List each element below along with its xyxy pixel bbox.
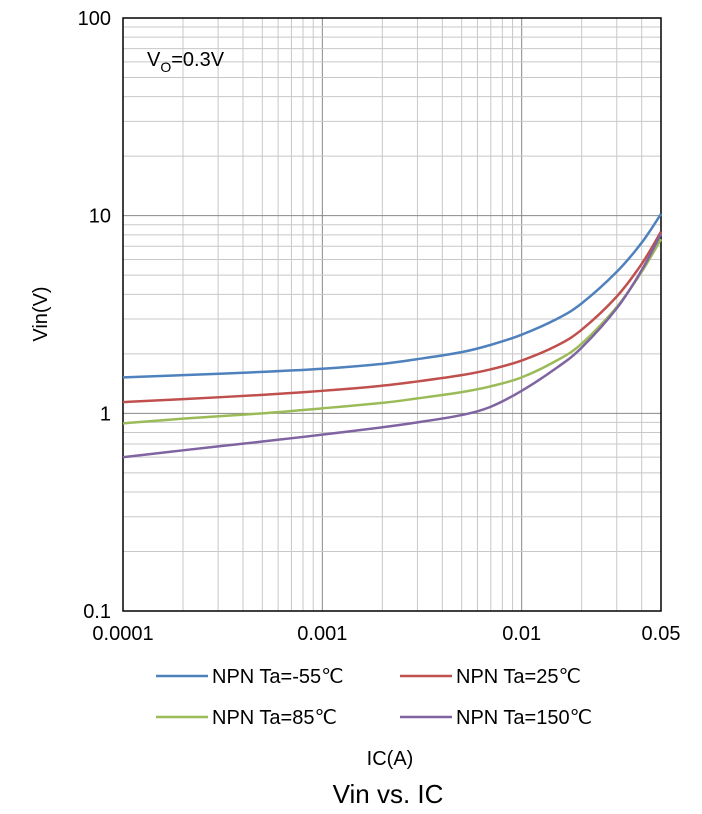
legend-label: NPN Ta=85℃: [212, 707, 337, 729]
legend: NPN Ta=-55℃ NPN Ta=25℃ NPN Ta=85℃ NPN Ta=15…: [156, 666, 592, 729]
y-tick-label: 10: [89, 206, 111, 228]
x-tick-label: 0.05: [642, 623, 681, 645]
series-line-1: [123, 214, 661, 377]
legend-label: NPN Ta=150℃: [456, 707, 592, 729]
y-axis-title: Vin(V): [30, 286, 52, 341]
y-tick-label: 100: [78, 8, 111, 30]
chart-title: Vin vs. IC: [333, 779, 444, 809]
x-axis-title: IC(A): [367, 748, 414, 770]
legend-label: NPN Ta=-55℃: [212, 666, 344, 688]
x-tick-label: 0.01: [502, 623, 541, 645]
grid: [123, 18, 661, 611]
legend-label: NPN Ta=25℃: [456, 666, 581, 688]
x-tick-label: 0.001: [297, 623, 347, 645]
y-tick-label: 1: [100, 403, 111, 425]
tick-labels: 0.1 1 10 100 0.0001 0.001 0.01 0.05: [78, 8, 681, 645]
x-tick-label: 0.0001: [92, 623, 153, 645]
annotation-vo: VO=0.3V: [147, 49, 225, 75]
y-tick-label: 0.1: [83, 601, 111, 623]
series-lines: [123, 214, 661, 457]
plot-area-frame: [123, 18, 661, 611]
series-line-2: [123, 232, 661, 402]
